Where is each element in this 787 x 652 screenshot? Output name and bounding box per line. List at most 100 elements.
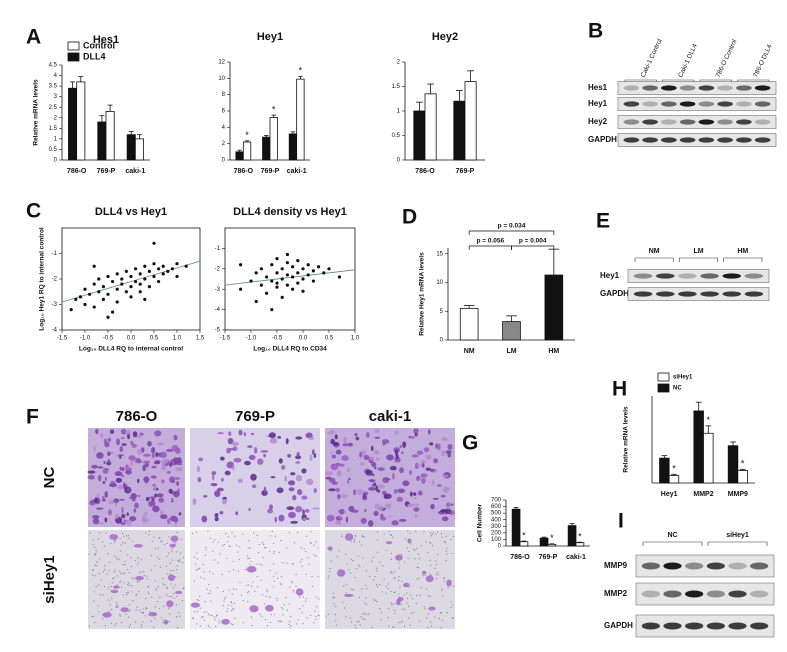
pore: [207, 625, 209, 627]
pore: [273, 552, 275, 554]
pore: [403, 594, 405, 596]
lane-label: HM: [737, 248, 748, 255]
pore: [431, 533, 433, 535]
cell: [177, 457, 182, 463]
band: [641, 590, 660, 598]
cell: [339, 513, 342, 519]
pore: [197, 568, 199, 570]
pore: [437, 574, 439, 576]
pore: [233, 560, 235, 563]
pore: [382, 565, 384, 567]
pore: [318, 615, 320, 617]
cell: [243, 432, 246, 437]
cell: [302, 509, 305, 516]
cell: [338, 509, 345, 514]
point: [249, 279, 253, 283]
point: [111, 279, 115, 284]
pore: [182, 556, 185, 558]
pore: [305, 573, 307, 575]
cell: [270, 476, 276, 479]
pore: [126, 535, 128, 537]
bar: [727, 445, 739, 484]
cell: [147, 440, 152, 447]
pore: [174, 584, 176, 586]
cell: [377, 467, 385, 471]
legend-swatch: [657, 372, 670, 382]
pore: [373, 579, 375, 581]
cell: [226, 461, 235, 469]
row-label: Hes1: [588, 83, 608, 92]
cell: [385, 541, 393, 545]
pore: [174, 541, 176, 544]
pore: [159, 558, 161, 560]
pore: [230, 601, 232, 603]
cell: [277, 435, 282, 439]
pore: [212, 573, 214, 575]
pore: [119, 615, 121, 617]
pore: [142, 621, 144, 623]
pore: [171, 550, 173, 553]
y-tick-label: 12: [218, 60, 225, 66]
pore: [148, 593, 150, 595]
pore: [121, 533, 124, 535]
blot-strip: [635, 554, 775, 578]
pore: [227, 608, 229, 610]
pore: [110, 586, 113, 588]
band: [678, 273, 697, 279]
pore: [173, 592, 175, 595]
pore: [102, 618, 104, 620]
panel-letter: E: [596, 210, 610, 233]
x-tick-label: -1.0: [80, 336, 91, 342]
band: [744, 273, 764, 279]
pore: [103, 545, 106, 547]
pore: [106, 573, 108, 575]
point: [129, 274, 133, 279]
cell: [392, 472, 395, 480]
cell: [373, 450, 380, 455]
y-tick-label: 0.5: [49, 147, 58, 153]
pore: [92, 568, 94, 571]
pore: [302, 605, 304, 607]
pore: [207, 530, 209, 532]
pore: [373, 599, 375, 601]
pore: [179, 615, 181, 617]
cell: [381, 439, 390, 444]
pore: [128, 572, 130, 574]
pore: [259, 613, 261, 615]
cell: [347, 479, 350, 484]
pore: [436, 564, 438, 566]
p-value: p = 0.056: [477, 238, 505, 245]
band: [717, 137, 733, 143]
lane-label: siHey1: [726, 532, 749, 539]
bar: [567, 525, 577, 547]
pore: [317, 547, 319, 549]
cell: [132, 431, 138, 438]
pore: [169, 613, 171, 615]
pore: [239, 546, 241, 548]
pore: [160, 616, 162, 619]
x-tick-label: caki-1: [125, 168, 145, 175]
pore: [222, 545, 224, 547]
pore: [429, 596, 431, 598]
pore: [135, 594, 137, 596]
band: [655, 273, 675, 279]
cell: [263, 486, 267, 494]
pore: [424, 608, 426, 610]
cell: [107, 509, 112, 516]
cell: [397, 488, 406, 494]
point: [301, 267, 305, 271]
pore: [379, 608, 381, 610]
cell: [409, 469, 412, 476]
pore: [385, 549, 387, 551]
pore: [175, 576, 177, 578]
cell: [368, 487, 376, 491]
pore: [263, 547, 266, 549]
bar: [424, 93, 437, 161]
x-tick-label: 786-O: [67, 168, 87, 175]
x-tick-label: 1.0: [351, 336, 360, 342]
pore: [414, 558, 416, 560]
y-tick-label: 10: [218, 76, 225, 82]
x-tick-label: 0.0: [127, 336, 136, 342]
pore: [179, 552, 182, 554]
pore: [374, 599, 376, 601]
